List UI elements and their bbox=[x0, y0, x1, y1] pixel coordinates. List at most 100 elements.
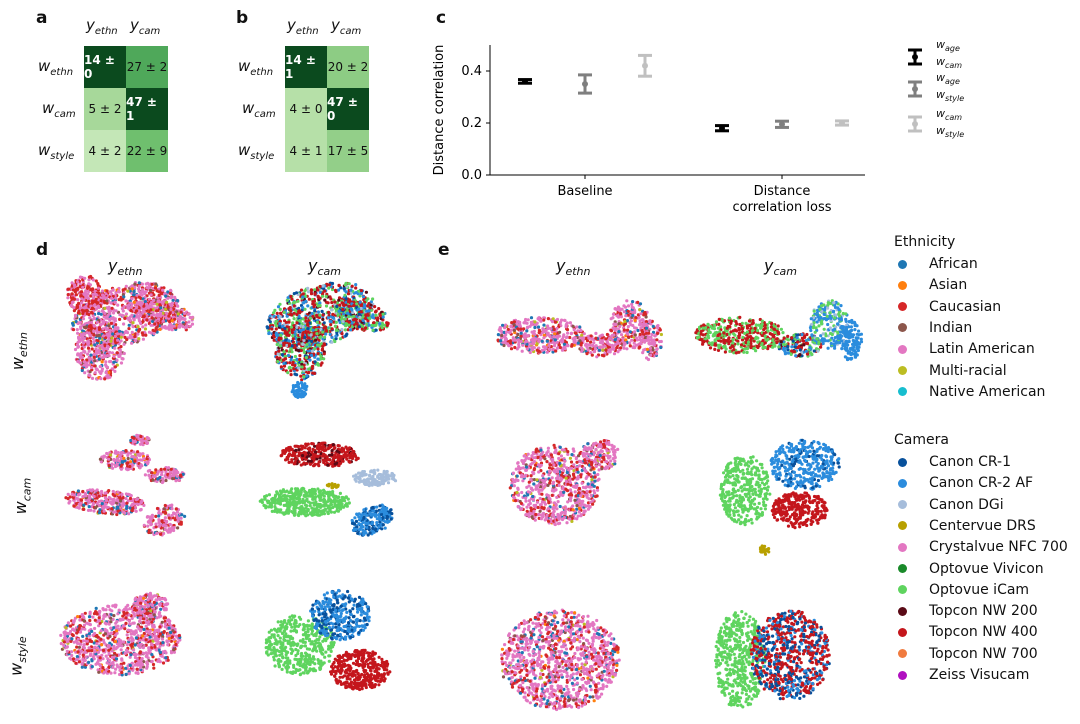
legend-label: Canon DGi bbox=[929, 496, 1004, 513]
legend-item: Caucasian bbox=[894, 299, 1001, 315]
panel-label-b: b bbox=[236, 8, 249, 28]
e-col-ethn: yethn bbox=[556, 256, 591, 279]
legend-camera-title: Camera bbox=[894, 432, 949, 448]
tsne-e-ethn-ycam bbox=[694, 299, 864, 362]
matrix-a-row-ethn: wethn bbox=[38, 57, 74, 78]
tsne-e-cam-ycam bbox=[718, 438, 841, 556]
x-tick-label: Distance bbox=[754, 184, 811, 199]
distance-correlation-chart: 0.0 0.2 0.4 Distance correlation Baseline Dis… bbox=[432, 45, 865, 215]
matrix-b-cell: 4 ± 1 bbox=[285, 130, 327, 172]
tsne-d-cam-yethn bbox=[64, 433, 187, 537]
legend-marker bbox=[898, 649, 907, 659]
tsne-d-style-ycam bbox=[264, 588, 392, 692]
matrix-b-row-ethn: wethn bbox=[238, 57, 274, 78]
legend-item: Topcon NW 700 bbox=[894, 646, 1038, 662]
matrix-b-row-cam: wcam bbox=[242, 99, 276, 120]
legend-item: Optovue iCam bbox=[894, 582, 1029, 598]
legend-label-cam-style: wcam wstyle bbox=[936, 107, 965, 140]
legend-item: Asian bbox=[894, 277, 967, 293]
legend-label: Asian bbox=[929, 277, 968, 294]
data-point bbox=[779, 121, 785, 128]
ylabel-wrap bbox=[428, 20, 468, 190]
legend-marker bbox=[898, 670, 907, 680]
tsne-scatter-grid bbox=[59, 274, 864, 712]
legend-item: Optovue Vivicon bbox=[894, 561, 1044, 577]
legend-marker bbox=[898, 344, 907, 354]
legend-marker bbox=[898, 521, 907, 531]
matrix-b-cell: 17 ± 5 bbox=[327, 130, 369, 172]
tsne-e-cam-yethn bbox=[508, 439, 620, 527]
matrix-a-cell: 14 ± 0 bbox=[84, 46, 126, 88]
legend-label-age-cam: wage wcam bbox=[936, 38, 963, 71]
matrix-b-col-cam: ycam bbox=[331, 16, 362, 37]
legend-marker bbox=[898, 457, 907, 467]
matrix-b-cell: 47 ± 0 bbox=[327, 88, 369, 130]
legend-label: Canon CR-1 bbox=[929, 454, 1012, 470]
matrix-a-cell: 22 ± 9 bbox=[126, 130, 168, 172]
legend-marker bbox=[898, 387, 907, 397]
legend-item: Multi-racial bbox=[894, 363, 1007, 379]
legend-marker bbox=[898, 280, 907, 290]
legend-marker bbox=[898, 564, 907, 573]
legend-marker-age-style bbox=[908, 80, 922, 98]
legend-marker bbox=[898, 259, 907, 269]
y-axis-label: Distance correlation bbox=[432, 45, 447, 176]
matrix-a-cell: 5 ± 2 bbox=[84, 88, 126, 130]
legend-label: Optovue Vivicon bbox=[929, 560, 1044, 577]
matrix-a-cell: 27 ± 2 bbox=[126, 46, 168, 88]
data-point bbox=[642, 62, 648, 69]
legend-label: Latin American bbox=[929, 341, 1035, 358]
tsne-d-ethn-ycam bbox=[265, 281, 390, 399]
d-col-cam: ycam bbox=[308, 256, 341, 279]
y-tick-label: 0.0 bbox=[461, 168, 482, 183]
legend-item: Zeiss Visucam bbox=[894, 667, 1029, 683]
panel-label-c: c bbox=[436, 8, 447, 28]
tsne-d-style-yethn bbox=[59, 591, 182, 677]
matrix-a-col-ethn: yethn bbox=[86, 16, 118, 37]
legend-marker bbox=[898, 585, 907, 595]
panel-label-a: a bbox=[36, 8, 48, 28]
legend-marker bbox=[898, 627, 907, 637]
legend-marker bbox=[898, 323, 907, 333]
legend-label: African bbox=[929, 256, 978, 272]
legend-label: Crystalvue NFC 700 bbox=[929, 539, 1068, 556]
d-col-ethn: yethn bbox=[108, 256, 143, 279]
tsne-e-ethn-yethn bbox=[496, 299, 664, 362]
legend-label: Native American bbox=[929, 383, 1046, 400]
x-tick-label: correlation loss bbox=[733, 200, 832, 215]
legend-label: Topcon NW 200 bbox=[929, 603, 1038, 620]
legend-label: Optovue iCam bbox=[929, 581, 1030, 598]
matrix-a-cell: 4 ± 2 bbox=[84, 130, 126, 172]
legend-label: Zeiss Visucam bbox=[929, 667, 1030, 683]
legend-label: Topcon NW 700 bbox=[929, 645, 1038, 662]
legend-item: Centervue DRS bbox=[894, 518, 1036, 534]
legend-item: Canon CR-1 bbox=[894, 454, 1011, 470]
legend-label-age-style: wage wstyle bbox=[936, 71, 965, 104]
matrix-b-cell: 20 ± 2 bbox=[327, 46, 369, 88]
legend-marker bbox=[898, 606, 907, 616]
legend-item: Canon DGi bbox=[894, 497, 1004, 513]
matrix-b-row-style: wstyle bbox=[238, 141, 275, 162]
panel-label-d: d bbox=[36, 240, 49, 260]
matrix-a-cell: 47 ± 1 bbox=[126, 88, 168, 130]
legend-label: Centervue DRS bbox=[929, 517, 1036, 534]
legend-marker bbox=[898, 478, 907, 488]
legend-item: Indian bbox=[894, 320, 972, 336]
legend-marker bbox=[898, 500, 907, 510]
matrix-b-col-ethn: yethn bbox=[287, 16, 319, 37]
legend-marker bbox=[898, 542, 907, 552]
legend-item: Topcon NW 400 bbox=[894, 624, 1038, 640]
legend-item: African bbox=[894, 256, 978, 272]
legend-label: Indian bbox=[929, 319, 973, 336]
legend-item: Topcon NW 200 bbox=[894, 603, 1038, 619]
data-point bbox=[522, 78, 528, 85]
legend-label: Topcon NW 400 bbox=[929, 624, 1038, 641]
matrix-b-cell: 4 ± 0 bbox=[285, 88, 327, 130]
legend-item: Crystalvue NFC 700 bbox=[894, 539, 1068, 555]
legend-item: Native American bbox=[894, 384, 1045, 400]
tsne-d-cam-ycam bbox=[258, 441, 398, 537]
y-tick-label: 0.4 bbox=[461, 64, 482, 79]
data-point bbox=[839, 120, 845, 126]
data-point bbox=[719, 125, 725, 132]
matrix-b-cell: 14 ± 1 bbox=[285, 46, 327, 88]
